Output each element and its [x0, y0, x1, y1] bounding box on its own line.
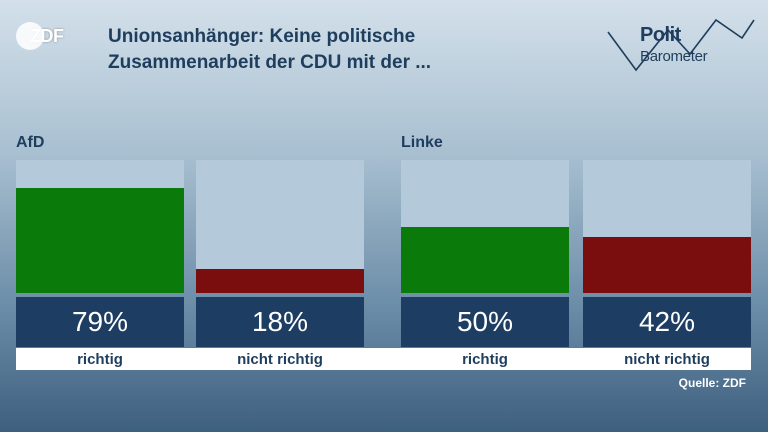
- zdf-logo-circle-icon: [16, 22, 44, 50]
- value-label-afd-nicht-richtig: 18%: [196, 297, 364, 347]
- source-note: Quelle: ZDF: [678, 376, 746, 390]
- politbarometer-logo-line-2: Barometer: [640, 48, 708, 65]
- value-label-linke-nicht-richtig: 42%: [583, 297, 751, 347]
- category-label-linke-nicht-richtig: nicht richtig: [583, 348, 751, 370]
- bar-fill: [583, 237, 751, 293]
- bar-fill: [16, 187, 184, 293]
- politbarometer-logo-line-1: Polit: [640, 24, 681, 46]
- title-line-2: Zusammenarbeit der CDU mit der ...: [108, 52, 432, 73]
- group-label-afd: AfD: [16, 134, 45, 151]
- bar-afd-richtig: [16, 160, 184, 293]
- value-label-afd-richtig: 79%: [16, 297, 184, 347]
- title-line-1: Unionsanhänger: Keine politische: [108, 26, 416, 47]
- group-label-linke: Linke: [401, 134, 443, 151]
- politbarometer-logo: Polit Barometer: [606, 14, 756, 76]
- category-label-afd-nicht-richtig: nicht richtig: [196, 348, 364, 370]
- zdf-logo: ZDF: [16, 22, 64, 50]
- bar-fill: [196, 269, 364, 293]
- value-label-linke-richtig: 50%: [401, 297, 569, 347]
- category-label-afd-richtig: richtig: [16, 348, 184, 370]
- bar-linke-richtig: [401, 160, 569, 293]
- bar-linke-nicht-richtig: [583, 160, 751, 293]
- politbarometer-chart-line-icon: [607, 18, 755, 72]
- chart-title: Unionsanhänger: Keine politische Zusamme…: [108, 24, 578, 76]
- bar-fill: [401, 226, 569, 293]
- category-label-linke-richtig: richtig: [401, 348, 569, 370]
- bar-afd-nicht-richtig: [196, 160, 364, 293]
